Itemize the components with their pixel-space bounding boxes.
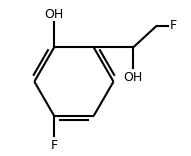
Text: F: F [170, 19, 177, 32]
Text: OH: OH [124, 71, 143, 84]
Text: F: F [51, 139, 58, 152]
Text: OH: OH [45, 8, 64, 21]
